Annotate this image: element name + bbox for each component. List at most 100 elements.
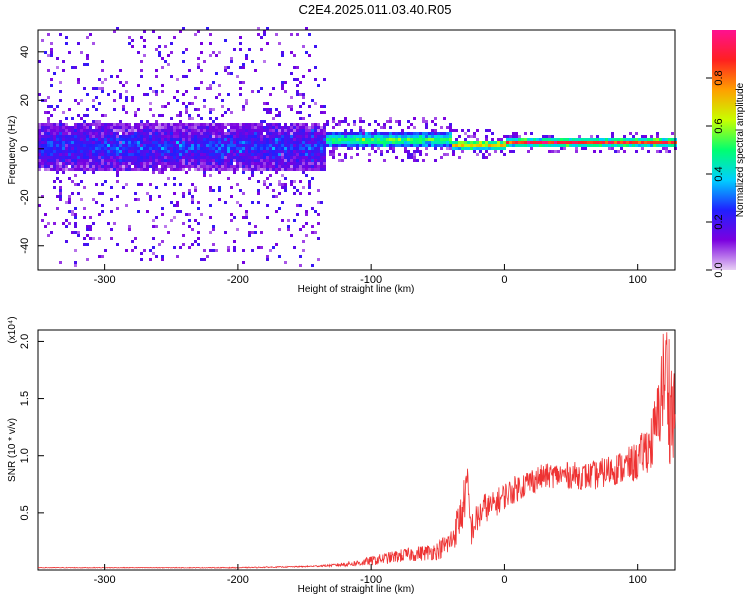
spectrogram-cell (398, 123, 401, 126)
spectrogram-cell (290, 150, 293, 153)
spectrogram-cell (260, 153, 263, 156)
spectrogram-cell (308, 168, 311, 171)
spectrogram-cell (245, 153, 248, 156)
spectrogram-cell (482, 156, 485, 159)
spectrogram-cell (158, 159, 161, 162)
spectrogram-cell (92, 153, 95, 156)
spectrogram-cell (170, 219, 173, 222)
spectrogram-cell (302, 150, 305, 153)
spectrogram-cell (266, 126, 269, 129)
spectrogram-cell (128, 129, 131, 132)
spectrogram-cell (299, 192, 302, 195)
spectrogram-cell (125, 165, 128, 168)
spectrogram-cell (110, 132, 113, 135)
spectrogram-cell (617, 150, 620, 153)
spectrogram-cell (83, 129, 86, 132)
spectrogram-cell (119, 93, 122, 96)
spectrogram-cell (269, 249, 272, 252)
spectrogram-cell (317, 150, 320, 153)
spectrogram-cell (197, 57, 200, 60)
spectrogram-cell (317, 135, 320, 138)
spectrogram-cell (185, 141, 188, 144)
spectrogram-cell (113, 150, 116, 153)
spectrogram-cell (170, 168, 173, 171)
spectrogram-cell (224, 132, 227, 135)
spectrogram-cell (119, 147, 122, 150)
spectrogram-cell (107, 159, 110, 162)
spectrogram-cell (593, 144, 596, 147)
spectrogram-cell (230, 156, 233, 159)
spectrogram-cell (257, 123, 260, 126)
spectrogram-cell (386, 144, 389, 147)
spectrogram-cell (242, 171, 245, 174)
spectrogram-cell (536, 138, 539, 141)
spectrogram-cell (77, 159, 80, 162)
spectrogram-cell (80, 150, 83, 153)
spectrogram-cell (401, 141, 404, 144)
spectrogram-cell (305, 150, 308, 153)
spectrogram-cell (38, 138, 41, 141)
spectrogram-cell (587, 141, 590, 144)
spectrogram-cell (239, 135, 242, 138)
spectrogram-cell (302, 141, 305, 144)
spectrogram-cell (311, 123, 314, 126)
spectrogram-cell (104, 138, 107, 141)
spectrogram-cell (302, 156, 305, 159)
spectrogram-cell (74, 165, 77, 168)
spectrogram-cell (296, 165, 299, 168)
spectrogram-cell (209, 117, 212, 120)
spectrogram-cell (131, 240, 134, 243)
spectrogram-cell (398, 144, 401, 147)
spectrogram-cell (308, 69, 311, 72)
spectrogram-cell (83, 237, 86, 240)
spectrogram-cell (158, 195, 161, 198)
spectrogram-cell (185, 129, 188, 132)
spectrogram-cell (299, 228, 302, 231)
spectrogram-cell (359, 120, 362, 123)
spectrogram-cell (155, 216, 158, 219)
spectrogram-cell (650, 144, 653, 147)
spectrogram-cell (128, 162, 131, 165)
spectrogram-cell (182, 138, 185, 141)
spectrogram-cell (251, 144, 254, 147)
spectrogram-cell (71, 117, 74, 120)
spectrogram-cell (278, 147, 281, 150)
spectrogram-cell (110, 138, 113, 141)
spectrogram-cell (266, 177, 269, 180)
spectrogram-cell (233, 141, 236, 144)
spectrogram-cell (263, 165, 266, 168)
spectrogram-cell (176, 210, 179, 213)
spectrogram-cell (437, 141, 440, 144)
spectrogram-cell (110, 135, 113, 138)
spectrogram-cell (161, 138, 164, 141)
spectrogram-cell (95, 123, 98, 126)
spectrogram-cell (131, 168, 134, 171)
spectrogram-cell (248, 141, 251, 144)
spectrogram-cell (197, 207, 200, 210)
spectrogram-cell (134, 168, 137, 171)
spectrogram-cell (224, 162, 227, 165)
spectrogram-cell (104, 129, 107, 132)
spectrogram-cell (422, 117, 425, 120)
spectrogram-cell (224, 231, 227, 234)
spectrogram-cell (146, 162, 149, 165)
spectrogram-cell (38, 93, 41, 96)
spectrogram-cell (473, 141, 476, 144)
spectrogram-cell (116, 195, 119, 198)
spectrogram-cell (200, 150, 203, 153)
spectrogram-cell (263, 156, 266, 159)
spectrogram-cell (266, 156, 269, 159)
spectrogram-cell (47, 153, 50, 156)
spectrogram-cell (464, 144, 467, 147)
spectrogram-cell (269, 111, 272, 114)
spectrogram-cell (278, 123, 281, 126)
spectrogram-cell (656, 144, 659, 147)
spectrogram-cell (167, 141, 170, 144)
spectrogram-cell (218, 126, 221, 129)
spectrogram-cell (308, 129, 311, 132)
spectrogram-cell (122, 147, 125, 150)
spectrogram-cell (272, 129, 275, 132)
spectrogram-cell (590, 141, 593, 144)
spectrogram-cell (77, 42, 80, 45)
spectrogram-cell (452, 153, 455, 156)
